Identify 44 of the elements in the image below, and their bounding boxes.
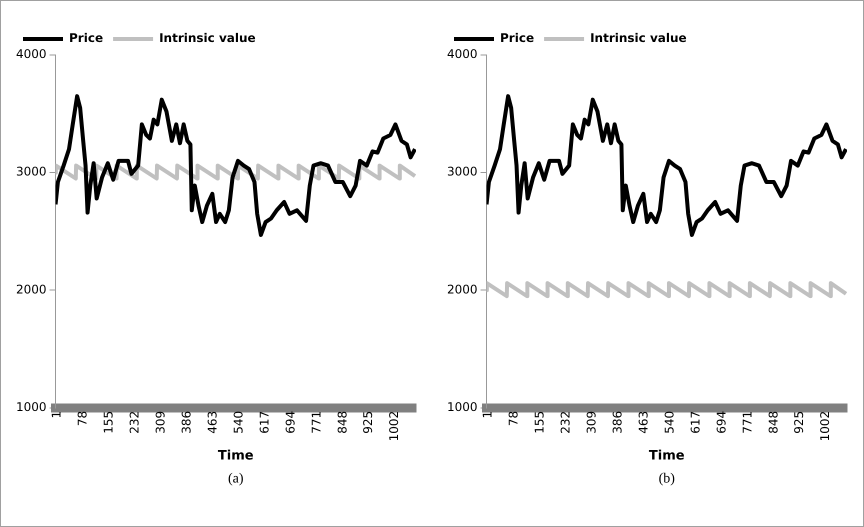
x-tick-label: 694 [714, 410, 728, 434]
text: (b) [658, 472, 676, 487]
x-tick-label: 386 [179, 410, 194, 434]
x-tick-label: 1 [50, 410, 64, 418]
x-tick-label: 309 [154, 410, 168, 434]
x-tick-label: 848 [335, 410, 350, 434]
y-tick-label: 3000 [16, 164, 47, 179]
x-tick-label: 232 [558, 410, 573, 434]
x-axis-title: Time [648, 448, 685, 464]
x-tick-label: 386 [610, 410, 624, 434]
x-tick-label: 771 [740, 410, 754, 434]
x-tick-label: 232 [128, 410, 142, 434]
x-tick-label: 694 [283, 410, 298, 434]
x-tick-label: 78 [76, 410, 90, 426]
legend-label: Price [500, 31, 534, 46]
x-tick-label: 1002 [818, 410, 832, 442]
x-tick-label: 309 [584, 410, 599, 434]
x-tick-label: 771 [309, 410, 324, 434]
x-tick-label: 540 [662, 410, 676, 434]
y-tick-label: 4000 [16, 47, 47, 62]
y-tick-label: 3000 [446, 164, 478, 179]
x-tick-label: 463 [205, 410, 220, 434]
y-tick-label: 1000 [446, 400, 478, 414]
x-tick-label: 155 [532, 410, 547, 434]
x-tick-label: 155 [102, 410, 116, 434]
legend-label: Intrinsic value [159, 31, 256, 46]
y-tick-label: 4000 [446, 47, 478, 62]
x-tick-label: 463 [636, 410, 650, 434]
x-tick-label: 848 [766, 410, 780, 434]
x-tick-label: 617 [257, 410, 272, 434]
x-tick-label: 78 [506, 410, 521, 426]
x-tick-label: 1002 [387, 410, 402, 442]
text: (a) [228, 472, 244, 487]
legend-label: Intrinsic value [590, 31, 687, 46]
y-tick-label: 2000 [16, 282, 47, 296]
x-tick-label: 925 [361, 410, 376, 434]
y-tick-label: 2000 [446, 282, 478, 296]
x-tick-label: 1 [480, 410, 495, 418]
x-tick-label: 540 [231, 410, 246, 434]
legend-label: Price [69, 31, 104, 46]
x-axis-title: Time [218, 448, 254, 464]
x-tick-label: 925 [792, 410, 806, 434]
y-tick-label: 1000 [16, 400, 47, 414]
x-tick-label: 617 [688, 410, 702, 434]
